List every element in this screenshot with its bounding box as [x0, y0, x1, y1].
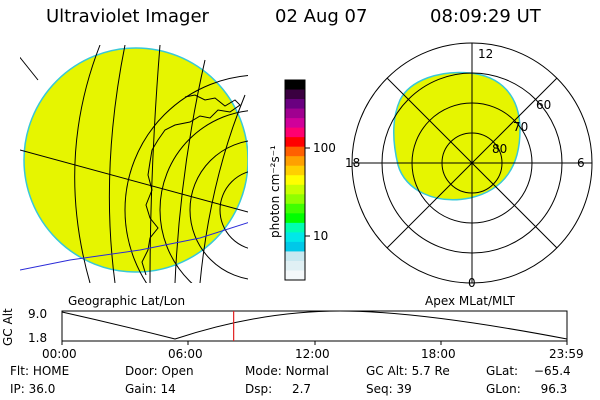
colorbar-swatch	[285, 194, 305, 205]
colorbar-swatch	[285, 241, 305, 252]
status-gc-alt: GC Alt: 5.7 Re	[366, 364, 450, 378]
geo-panel-label: Geographic Lat/Lon	[68, 294, 186, 308]
altitude-xtick-1800: 18:00	[421, 347, 456, 361]
status-mode: Mode: Normal	[245, 364, 329, 378]
altitude-ytick-max: 9.0	[28, 307, 48, 321]
colorbar-swatch	[285, 118, 305, 129]
polar-panel-label: Apex MLat/MLT	[425, 294, 515, 308]
colorbar-swatch	[285, 99, 305, 110]
status-flt: Flt: HOME	[10, 364, 70, 378]
colorbar-swatch	[285, 89, 305, 100]
colorbar-swatch	[285, 270, 305, 281]
status-gain: Gain: 14	[125, 382, 176, 396]
instrument-title: Ultraviolet Imager	[46, 6, 209, 27]
polar-lat-70: 70	[513, 120, 529, 134]
colorbar-swatch	[285, 184, 305, 195]
altitude-curve	[61, 310, 568, 340]
status-dsp: Dsp: 2.7	[245, 382, 312, 396]
colorbar-swatch	[285, 222, 305, 233]
polar-mlt-18: 18	[345, 156, 361, 170]
polar-mlt-0: 0	[468, 276, 476, 290]
geo-orbit-track	[20, 222, 248, 271]
altitude-xtick-0600: 06:00	[168, 347, 203, 361]
colorbar	[284, 79, 310, 281]
colorbar-swatch	[285, 127, 305, 138]
colorbar-swatch	[285, 213, 305, 224]
altitude-ytick-min: 1.8	[28, 331, 48, 345]
time-label: 08:09:29 UT	[430, 6, 541, 27]
colorbar-unit-label: photon cm⁻²s⁻¹	[268, 145, 282, 238]
polar-mlt-6: 6	[577, 156, 585, 170]
geo-aurora-fill	[23, 47, 248, 273]
polar-lat-60: 60	[536, 98, 552, 112]
colorbar-swatch	[285, 251, 305, 262]
colorbar-swatch	[285, 232, 305, 243]
altitude-plot	[61, 310, 568, 345]
geo-grid-lines	[20, 45, 248, 283]
status-glon: GLon: 96.3	[486, 382, 568, 396]
colorbar-swatch	[285, 156, 305, 167]
geo-coastline	[141, 94, 241, 276]
status-glat: GLat: −65.4	[486, 364, 571, 378]
colorbar-tick-10: 10	[313, 229, 329, 243]
polar-lat-80: 80	[492, 142, 508, 156]
colorbar-swatch	[285, 108, 305, 119]
colorbar-swatch	[285, 80, 305, 91]
status-seq: Seq: 39	[366, 382, 412, 396]
altitude-xtick-2359: 23:59	[549, 347, 584, 361]
altitude-xtick-0000: 00:00	[42, 347, 77, 361]
status-door: Door: Open	[125, 364, 194, 378]
status-ip: IP: 36.0	[10, 382, 56, 396]
polar-mlt-12: 12	[478, 47, 494, 61]
date-label: 02 Aug 07	[275, 6, 368, 27]
colorbar-swatch	[285, 165, 305, 176]
colorbar-tick-100: 100	[313, 141, 336, 155]
altitude-ylabel: GC Alt	[1, 308, 15, 346]
geographic-image-panel	[20, 45, 248, 283]
polar-plot	[351, 42, 593, 284]
colorbar-swatch	[285, 146, 305, 157]
colorbar-swatch	[285, 203, 305, 214]
colorbar-swatch	[285, 260, 305, 271]
altitude-xtick-1200: 12:00	[295, 347, 330, 361]
colorbar-swatch	[285, 175, 305, 186]
polar-aurora-fill	[392, 71, 521, 201]
colorbar-swatch	[285, 137, 305, 148]
